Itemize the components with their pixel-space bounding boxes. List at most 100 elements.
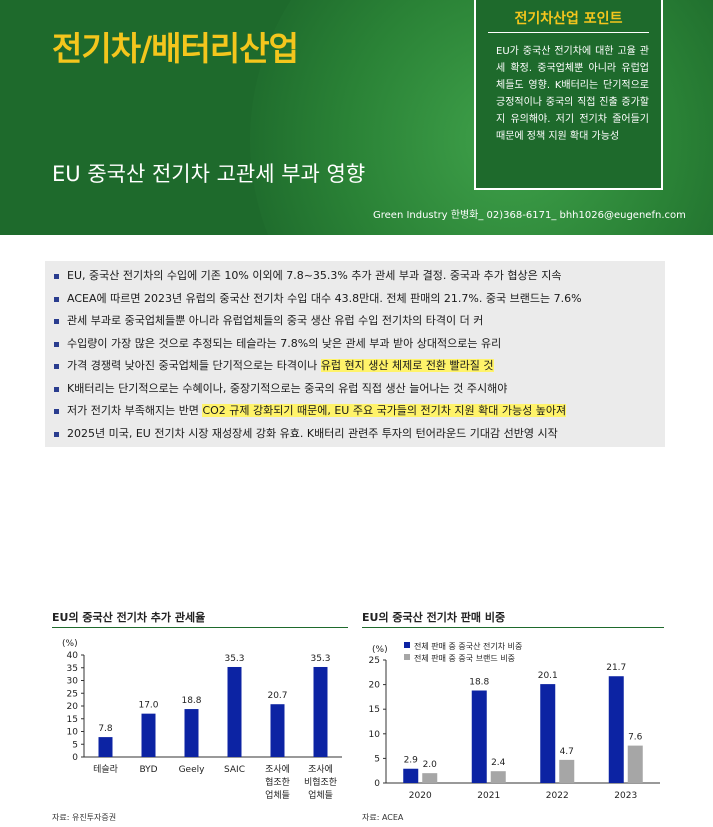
bar	[98, 737, 113, 757]
bar-value-label: 7.8	[98, 724, 113, 734]
highlighted-text: CO2 규제 강화되기 때문에, EU 주요 국가들의 전기차 지원 확대 가능…	[202, 404, 567, 417]
bar-value-label: 35.3	[310, 654, 330, 664]
highlighted-text: 유럽 현지 생산 체제로 전환 빨라질 것	[320, 359, 494, 372]
y-tick-label: 30	[67, 677, 79, 687]
bar	[141, 713, 156, 757]
summary-text: K배터리는 단기적으로는 수혜이나, 중장기적으로는 중국의 유럽 직접 생산 …	[67, 381, 508, 395]
bar	[184, 709, 199, 757]
y-tick-label: 25	[67, 689, 78, 699]
summary-item: K배터리는 단기적으로는 수혜이나, 중장기적으로는 중국의 유럽 직접 생산 …	[51, 378, 665, 401]
bar-series-2	[422, 773, 438, 783]
bar-series-1	[608, 676, 624, 783]
bullet-icon	[54, 431, 59, 437]
y-axis-unit: (%)	[62, 639, 78, 649]
bar	[227, 666, 242, 757]
bar-value-label: 35.3	[224, 654, 244, 664]
bar-value-label: 2.4	[491, 758, 506, 768]
x-tick-label: BYD	[139, 765, 157, 775]
y-tick-label: 25	[369, 656, 380, 666]
y-tick-label: 0	[374, 779, 380, 789]
legend-swatch	[404, 642, 410, 648]
summary-item: 수입량이 가장 많은 것으로 추정되는 테슬라는 7.8%의 낮은 관세 부과 …	[51, 333, 665, 356]
legend-label: 전체 판매 중 중국산 전기차 비중	[414, 641, 522, 651]
summary-text: 수입량이 가장 많은 것으로 추정되는 테슬라는 7.8%의 낮은 관세 부과 …	[67, 336, 502, 350]
bullet-icon	[54, 364, 59, 369]
bar-series-2	[490, 771, 506, 783]
left-chart-title: EU의 중국산 전기차 추가 관세율	[52, 611, 206, 624]
y-tick-label: 15	[67, 715, 78, 725]
summary-item: 가격 경쟁력 낮아진 중국업체들 단기적으로는 타격이나 유럽 현지 생산 체제…	[51, 355, 665, 378]
summary-item: 관세 부과로 중국업체들뿐 아니라 유럽업체들의 중국 생산 유럽 수입 전기차…	[51, 310, 665, 333]
key-point-body: EU가 중국산 전기차에 대한 고율 관세 확정. 중국업체뿐 아니라 유럽업체…	[496, 46, 649, 142]
legend-swatch	[404, 654, 410, 660]
y-tick-label: 5	[72, 740, 78, 750]
summary-text: 관세 부과로 중국업체들뿐 아니라 유럽업체들의 중국 생산 유럽 수입 전기차…	[67, 314, 484, 327]
bar	[313, 666, 328, 757]
bullet-icon	[54, 296, 59, 302]
summary-text: 저가 전기차 부족해지는 반면	[67, 404, 203, 417]
y-tick-label: 0	[72, 753, 78, 763]
y-axis-unit: (%)	[372, 645, 388, 655]
summary-item: EU, 중국산 전기차의 수입에 기존 10% 이외에 7.8~35.3% 추가…	[51, 265, 665, 288]
bullet-icon	[54, 409, 59, 414]
bar-value-label: 2.9	[404, 756, 419, 766]
summary-box: EU, 중국산 전기차의 수입에 기존 10% 이외에 7.8~35.3% 추가…	[45, 261, 665, 447]
y-tick-label: 20	[369, 681, 381, 691]
bullet-icon	[54, 386, 59, 392]
bar-series-1	[471, 690, 487, 783]
x-tick-label: 조사에	[308, 764, 333, 775]
bar-series-2	[559, 759, 575, 783]
bar-value-label: 20.7	[267, 691, 287, 701]
legend-label: 전체 판매 중 중국 브랜드 비중	[414, 653, 515, 663]
y-tick-label: 10	[369, 730, 381, 740]
right-chart-source: 자료: ACEA	[362, 813, 404, 822]
bar	[270, 704, 285, 757]
x-tick-label: 2020	[409, 791, 432, 801]
bar-value-label: 18.8	[469, 678, 489, 688]
y-tick-label: 15	[369, 705, 380, 715]
summary-item: 2025년 미국, EU 전기차 시장 재성장세 강화 유효. K배터리 관련주…	[51, 423, 665, 446]
bar-series-2	[627, 745, 643, 783]
summary-item: ACEA에 따르면 2023년 유럽의 중국산 전기차 수입 대수 43.8만대…	[51, 288, 665, 311]
bar-value-label: 20.1	[538, 671, 558, 681]
x-tick-label: SAIC	[224, 765, 245, 775]
bullet-icon	[54, 319, 59, 324]
key-point-title: 전기차산업 포인트	[488, 8, 649, 33]
summary-item: 저가 전기차 부족해지는 반면 CO2 규제 강화되기 때문에, EU 주요 국…	[51, 400, 665, 423]
summary-text: 2025년 미국, EU 전기차 시장 재성장세 강화 유효. K배터리 관련주…	[67, 426, 558, 440]
x-tick-label: 테슬라	[93, 764, 119, 775]
summary-text: ACEA에 따르면 2023년 유럽의 중국산 전기차 수입 대수 43.8만대…	[67, 291, 582, 305]
report-title: 전기차/배터리산업	[52, 29, 299, 68]
bar-value-label: 4.7	[560, 747, 574, 757]
bar-value-label: 17.0	[138, 701, 158, 711]
x-tick-label: Geely	[179, 765, 206, 775]
y-tick-label: 40	[67, 651, 79, 661]
x-tick-label: 비협조한	[304, 776, 337, 788]
y-tick-label: 10	[67, 728, 79, 738]
bullet-icon	[54, 341, 59, 347]
right-chart-title: EU의 중국산 전기차 판매 비중	[362, 611, 506, 624]
bar-value-label: 21.7	[606, 663, 626, 673]
bar-series-1	[540, 684, 556, 783]
tariff-bar-chart: (%) 0 5 10 15 20 25 30 35 40 7.8 테슬라 17.0 BYD 18.8 Geel…	[62, 639, 342, 801]
summary-text: EU, 중국산 전기차의 수입에 기존 10% 이외에 7.8~35.3% 추가…	[67, 269, 562, 282]
summary-list: EU, 중국산 전기차의 수입에 기존 10% 이외에 7.8~35.3% 추가…	[45, 261, 665, 445]
x-tick-label: 업체들	[265, 790, 290, 801]
report-subtitle: EU 중국산 전기차 고관세 부과 영향	[52, 162, 366, 186]
analyst-info: Green Industry 한병화_ 02)368-6171_ bhh1026…	[373, 210, 686, 221]
key-point-box: 전기차산업 포인트 EU가 중국산 전기차에 대한 고율 관세 확정. 중국업체…	[474, 0, 663, 190]
x-tick-label: 업체들	[308, 790, 333, 801]
y-tick-label: 5	[374, 754, 380, 764]
x-tick-label: 조사에	[265, 764, 290, 775]
bar-value-label: 2.0	[423, 760, 438, 770]
y-tick-label: 20	[67, 702, 79, 712]
x-tick-label: 협조한	[265, 776, 290, 788]
x-tick-label: 2021	[477, 791, 500, 801]
right-chart-title-rule	[362, 627, 664, 628]
summary-text: 가격 경쟁력 낮아진 중국업체들 단기적으로는 타격이나	[67, 359, 321, 372]
y-tick-label: 35	[67, 664, 78, 674]
left-chart-title-rule	[52, 627, 348, 628]
bar-value-label: 7.6	[628, 733, 643, 743]
bullet-icon	[54, 274, 59, 279]
